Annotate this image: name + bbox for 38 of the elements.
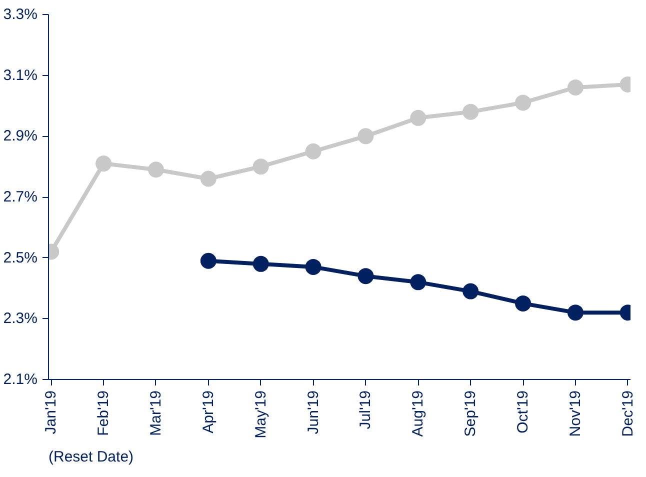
point (462, 104, 479, 120)
x-tick-label: Apr'19 (200, 390, 217, 434)
point (515, 94, 532, 111)
y-tick-label: 2.5% (3, 249, 38, 266)
y-tick-label: 3.3% (3, 6, 38, 23)
point (358, 268, 374, 284)
point (252, 158, 269, 175)
x-tick-label: Nov'19 (566, 390, 584, 437)
point (148, 162, 164, 178)
y-tick-label: 2.3% (3, 310, 38, 328)
y-tick-label: 2.7% (3, 188, 38, 206)
x-tick-label: May'19 (252, 390, 270, 438)
point (410, 274, 426, 290)
x-tick-label: Mar'19 (147, 390, 164, 436)
point (96, 156, 112, 172)
point (515, 295, 532, 312)
x-tick-label: Feb'19 (95, 390, 112, 436)
x-tick-label: Aug'19 (410, 390, 427, 437)
point (410, 110, 426, 126)
point (567, 80, 584, 96)
point (358, 128, 374, 144)
x-tick-label: Jan'19 (42, 390, 60, 434)
y-tick-label: 3.1% (3, 66, 38, 84)
x-tick-label: Sep'19 (462, 390, 480, 437)
x-tick-label: Jul'19 (357, 390, 374, 430)
point (252, 256, 269, 272)
y-tick-label: 2.9% (3, 128, 38, 145)
point (305, 258, 322, 275)
x-tick-label: Dec'19 (619, 390, 636, 437)
text: (Reset Date) (48, 448, 134, 466)
point (200, 170, 216, 187)
y-tick-label: 2.1% (3, 371, 38, 388)
x-tick-label: Jun'19 (304, 390, 322, 434)
point (200, 252, 216, 269)
point (462, 283, 479, 300)
point (305, 143, 322, 160)
x-tick-label: Oct'19 (514, 390, 532, 434)
point (567, 304, 584, 321)
